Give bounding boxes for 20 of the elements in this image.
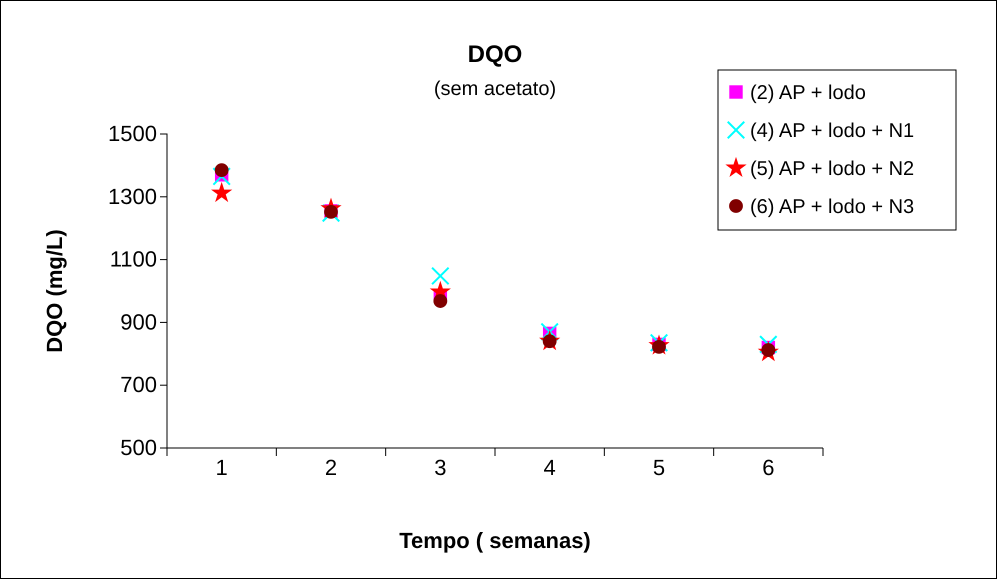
- y-tick-label: 900: [120, 309, 157, 334]
- y-tick-label: 1500: [108, 121, 157, 146]
- x-tick-label: 5: [652, 455, 666, 480]
- chart-title: DQO: [468, 41, 522, 68]
- chart-subtitle: (sem acetato): [434, 78, 556, 100]
- legend-label: (5) AP + lodo + N2: [750, 158, 914, 180]
- y-tick-label: 500: [120, 435, 157, 460]
- x-tick-label: 2: [324, 455, 338, 480]
- x-tick-label: 1: [216, 455, 228, 480]
- x-tick-label: 6: [762, 455, 774, 480]
- x-tick-label: 4: [544, 455, 556, 480]
- y-axis-title: DQO (mg/L): [42, 229, 67, 353]
- legend-label: (2) AP + lodo: [750, 82, 866, 104]
- x-tick-label: 3: [434, 455, 446, 480]
- legend-label: (4) AP + lodo + N1: [750, 120, 914, 142]
- x-axis-title: Tempo ( semanas): [399, 528, 591, 553]
- y-tick-label: 1100: [110, 246, 157, 272]
- legend-label: (6) AP + lodo + N3: [750, 196, 914, 218]
- y-tick-label: 700: [120, 372, 157, 398]
- y-tick-label: 1300: [108, 184, 157, 209]
